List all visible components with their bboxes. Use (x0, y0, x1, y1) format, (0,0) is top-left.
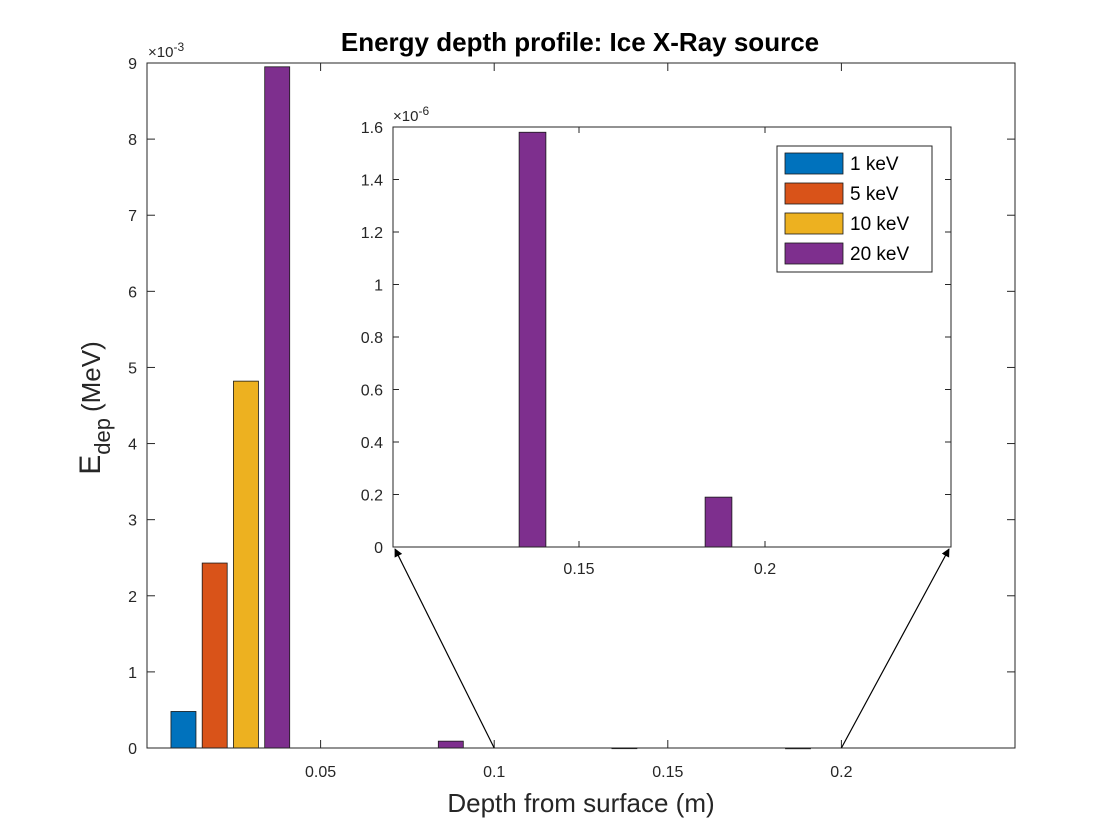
inset-x-tick-label: 0.15 (563, 561, 594, 578)
bar-20-kev-0 (264, 66, 291, 749)
y-tick-label: 1 (128, 665, 137, 682)
inset-x-tick-label: 0.2 (754, 561, 776, 578)
inset-axes: 0 0.2 0.4 0.6 0.8 1 1.2 1.4 1.6 0.15 0.2 ×10-6 1 … (361, 104, 952, 578)
legend-entry-label: 10 keV (850, 214, 909, 235)
inset-axes-box (392, 126, 952, 548)
inset-y-tick-label: 1.2 (361, 225, 383, 242)
inset-y-axis: 0 0.2 0.4 0.6 0.8 1 1.2 1.4 1.6 (361, 120, 951, 557)
legend-swatch (784, 182, 844, 205)
chart-title: Energy depth profile: Ice X-Ray source (341, 27, 819, 57)
legend: 1 keV 5 keV 10 keV 20 keV (776, 145, 933, 273)
zoom-arrow-left (394, 548, 495, 749)
inset-y-tick-label: 0.8 (361, 330, 383, 347)
legend-swatch (784, 152, 844, 175)
x-axis-label: Depth from surface (m) (447, 788, 714, 818)
x-tick-label: 0.05 (305, 764, 336, 781)
main-y-axis: 0 1 2 3 4 5 6 7 8 9 (128, 56, 1015, 758)
inset-bar-20-kev-1 (704, 496, 733, 548)
y-tick-label: 7 (128, 208, 137, 225)
legend-entry-label: 1 keV (850, 154, 899, 175)
bar-1-kev-0 (170, 711, 197, 749)
y-tick-label: 5 (128, 360, 137, 377)
inset-y-tick-label: 0 (374, 540, 383, 557)
inset-y-tick-label: 0.2 (361, 488, 383, 505)
legend-entry-label: 5 keV (850, 184, 899, 205)
bar-5-kev-0 (201, 562, 228, 749)
legend-entry-label: 20 keV (850, 244, 909, 265)
main-y-exponent: ×10-3 (148, 40, 184, 61)
x-tick-label: 0.2 (830, 764, 852, 781)
zoom-arrow-right (840, 548, 950, 749)
y-tick-label: 2 (128, 589, 137, 606)
legend-swatch (784, 242, 844, 265)
main-x-axis: 0.05 0.1 0.15 0.2 (305, 63, 853, 781)
y-tick-label: 6 (128, 284, 137, 301)
inset-bar-20-kev-0 (518, 131, 547, 548)
y-tick-label: 3 (128, 513, 137, 530)
y-axis-label: Edep(MeV) (74, 341, 115, 475)
bar-10-kev-0 (233, 380, 259, 749)
bar-20-kev-1 (437, 740, 464, 749)
inset-y-tick-label: 0.4 (361, 435, 383, 452)
x-tick-label: 0.15 (652, 764, 683, 781)
inset-y-exponent: ×10-6 (393, 104, 429, 125)
x-tick-label: 0.1 (483, 764, 505, 781)
main-axes-box (146, 62, 1016, 749)
inset-y-tick-label: 0.6 (361, 383, 383, 400)
inset-x-axis: 0.15 0.2 (563, 127, 776, 578)
inset-bars (518, 131, 733, 548)
y-tick-label: 0 (128, 741, 137, 758)
main-bars (170, 66, 811, 750)
y-tick-label: 9 (128, 56, 137, 73)
inset-y-tick-label: 1 (374, 278, 383, 295)
inset-y-tick-label: 1.6 (361, 120, 383, 137)
y-tick-label: 8 (128, 132, 137, 149)
zoom-arrows (394, 548, 950, 749)
inset-y-tick-label: 1.4 (361, 173, 383, 190)
legend-swatch (784, 212, 844, 235)
y-tick-label: 4 (128, 437, 137, 454)
